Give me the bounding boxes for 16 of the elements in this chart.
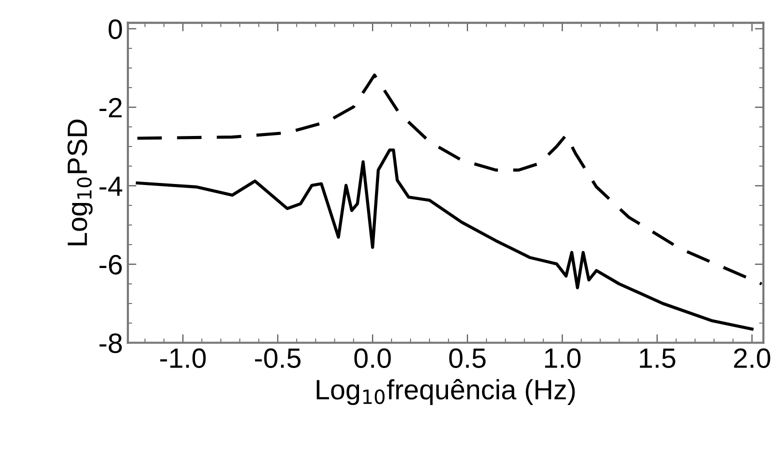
x-tick-label: 0.5 [449, 348, 486, 368]
line-series [136, 74, 764, 286]
line-series [136, 148, 754, 331]
y-tick-label: -2 [100, 98, 122, 118]
y-tick-label: 0 [108, 19, 122, 40]
x-tick-label: 1.5 [640, 348, 676, 368]
y-tick-label: -4 [100, 176, 122, 196]
x-tick-label: -1.0 [160, 348, 206, 368]
y-axis-title: Log$_{10}$PSD [67, 120, 93, 246]
x-tick-label: 2.0 [734, 348, 770, 368]
x-tick-label: -0.5 [255, 348, 301, 368]
x-tick-label: 0.0 [354, 348, 391, 368]
y-tick-label: -6 [100, 254, 122, 275]
x-tick-label: 1.0 [545, 348, 581, 368]
y-tick-label: -8 [100, 333, 122, 354]
x-axis-title: Log$_{10}$frequência (Hz) [316, 379, 575, 406]
